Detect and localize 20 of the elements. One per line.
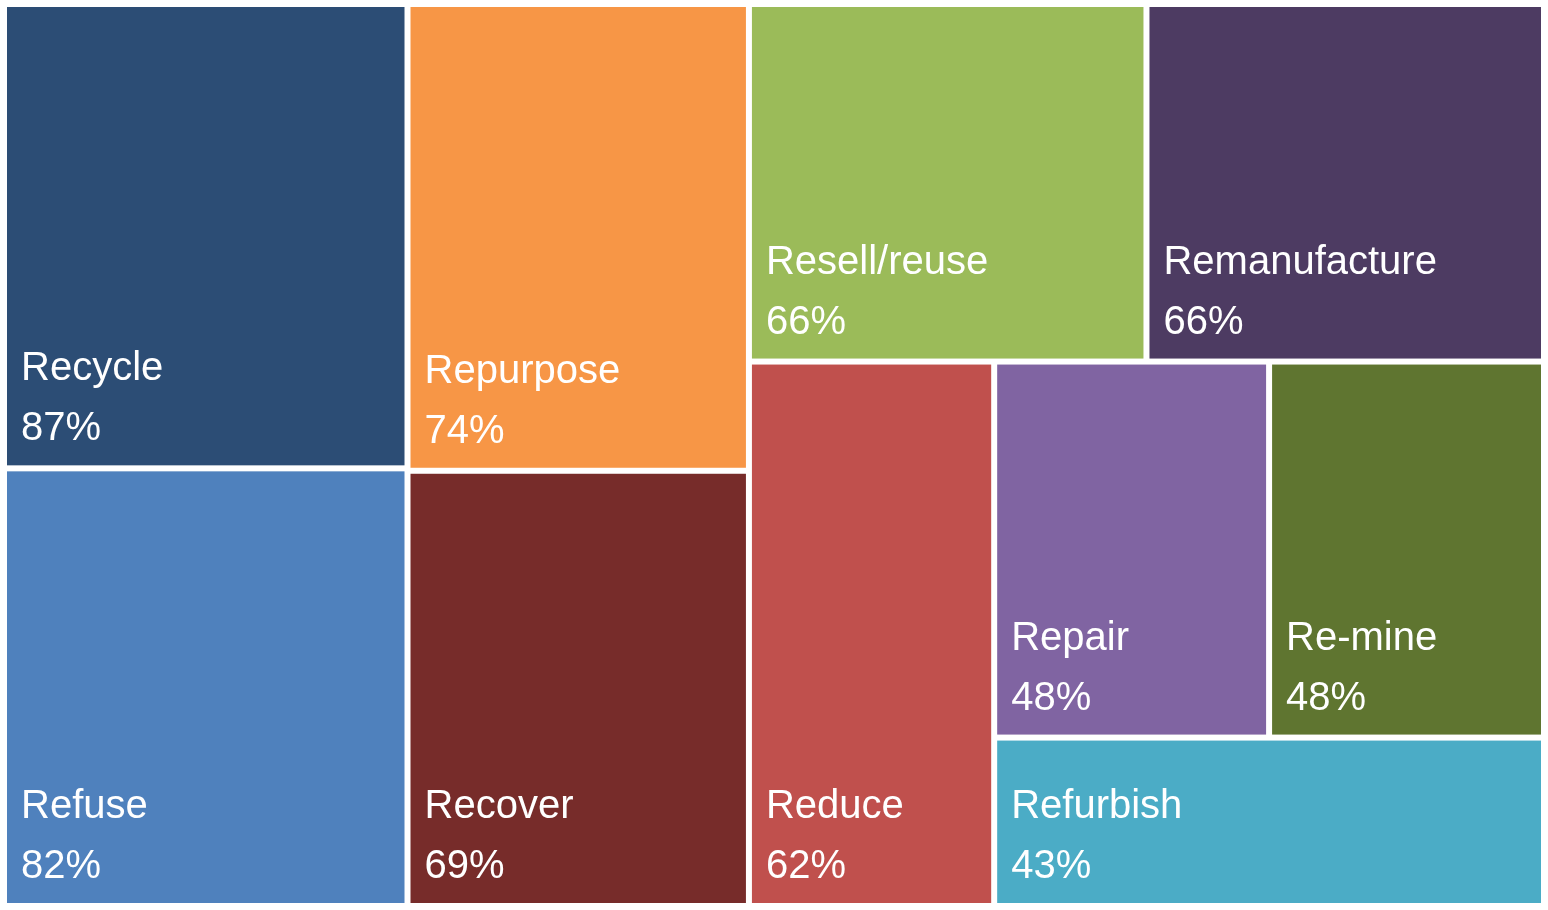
category-label: Repair bbox=[1011, 613, 1130, 658]
category-label: Reduce bbox=[765, 782, 904, 826]
category-label: Re-mine bbox=[1286, 613, 1438, 658]
data-label: 43% bbox=[1011, 842, 1092, 886]
data-label: 66% bbox=[765, 297, 846, 342]
data-label: 82% bbox=[21, 842, 102, 886]
category-label: Resell/reuse bbox=[765, 237, 989, 282]
category-label: Recycle bbox=[21, 344, 164, 389]
data-label: 87% bbox=[21, 404, 102, 449]
data-label: 69% bbox=[424, 842, 505, 886]
data-label: 66% bbox=[1163, 297, 1244, 342]
category-label: Repurpose bbox=[424, 346, 621, 391]
data-label: 48% bbox=[1011, 673, 1092, 718]
category-label: Refurbish bbox=[1011, 782, 1183, 826]
data-label: 62% bbox=[765, 842, 846, 886]
data-label: 74% bbox=[424, 406, 505, 451]
category-label: Recover bbox=[424, 782, 574, 826]
category-label: Remanufacture bbox=[1163, 237, 1437, 282]
category-label: Refuse bbox=[21, 782, 148, 826]
data-label: 48% bbox=[1286, 673, 1367, 718]
